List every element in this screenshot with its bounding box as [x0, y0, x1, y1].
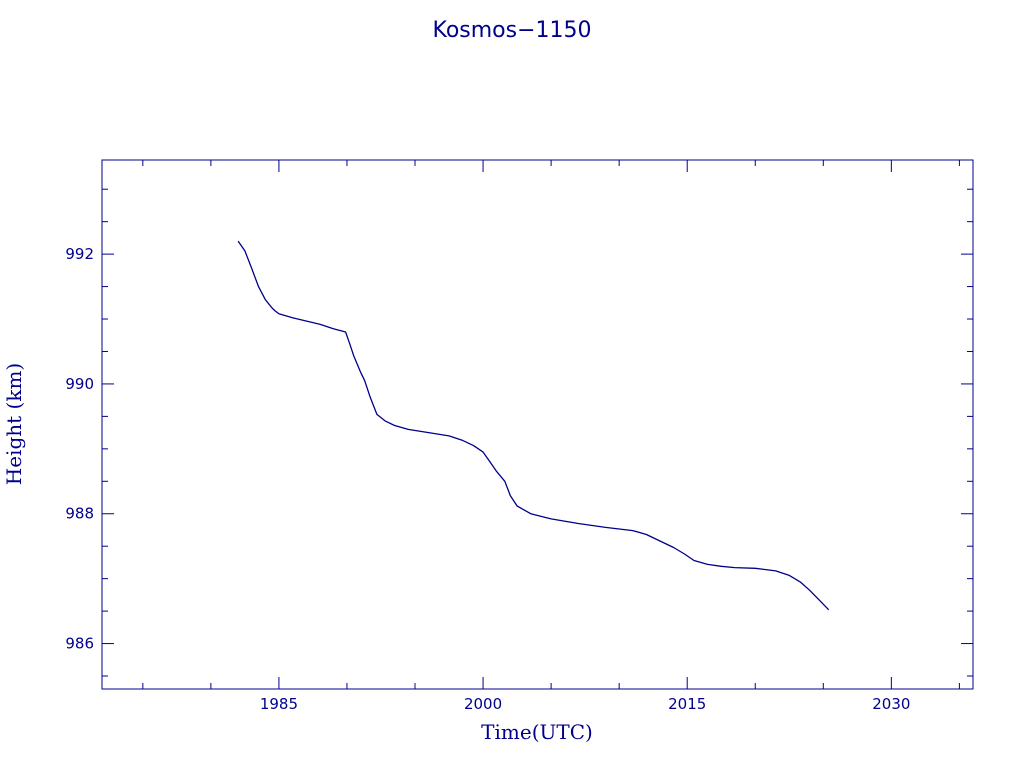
y-axis-label: Height (km) — [2, 363, 26, 485]
x-axis-label: Time(UTC) — [481, 720, 593, 744]
plot-frame — [101, 159, 974, 690]
y-tick-label: 986 — [65, 635, 94, 653]
y-tick-label: 990 — [65, 375, 94, 393]
chart-title: Kosmos−1150 — [432, 18, 591, 43]
x-tick-label: 2030 — [872, 695, 910, 713]
x-tick-label: 1985 — [260, 695, 298, 713]
y-tick-label: 992 — [65, 245, 94, 263]
axis-ticks — [102, 160, 973, 689]
tick-labels: 1985 2000 2015 2030 986 988 990 992 — [65, 245, 910, 713]
x-tick-label: 2015 — [668, 695, 706, 713]
y-tick-label: 988 — [65, 505, 94, 523]
series-line — [237, 240, 830, 611]
x-tick-label: 2000 — [464, 695, 502, 713]
